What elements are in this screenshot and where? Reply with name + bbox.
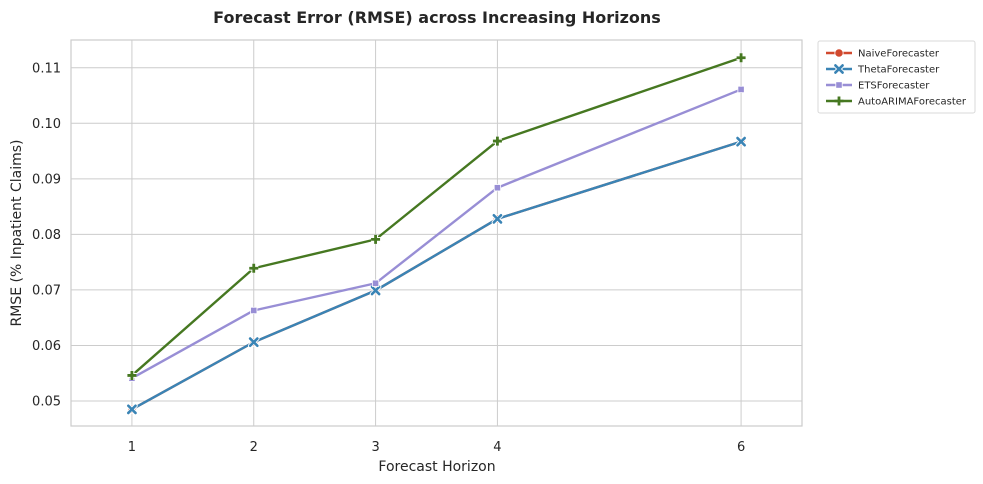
legend-label: NaiveForecaster: [858, 49, 940, 60]
y-tick-label: 0.10: [32, 117, 61, 132]
series-line: [130, 140, 743, 411]
legend-label: ETSForecaster: [858, 81, 930, 92]
plot-frame: [70, 39, 803, 427]
x-tick-label: 4: [493, 440, 501, 455]
legend-label: AutoARIMAForecaster: [858, 97, 967, 108]
y-tick-label: 0.07: [32, 283, 61, 298]
x-axis-ticks: 1 2 3 4 6: [128, 440, 745, 455]
y-tick-label: 0.08: [32, 228, 61, 243]
series-line: [130, 88, 743, 380]
chart-title: Forecast Error (RMSE) across Increasing …: [213, 8, 661, 27]
y-axis-label: RMSE (% Inpatient Claims): [9, 139, 25, 326]
data-point: [735, 135, 747, 148]
y-tick-label: 0.06: [32, 339, 61, 354]
y-axis-ticks: 0.05 0.06 0.07 0.08 0.09 0.10 0.11: [32, 61, 61, 409]
data-point: [369, 284, 382, 297]
legend-label: ThetaForecaster: [857, 65, 940, 76]
legend-marker: [834, 96, 844, 106]
data-point: [126, 403, 138, 416]
legend-item: ETSForecaster: [826, 81, 930, 92]
legend-item: ThetaForecaster: [826, 63, 940, 76]
series-ETSForecaster: [128, 85, 745, 382]
x-tick-label: 3: [371, 440, 379, 455]
data-point: [491, 213, 504, 225]
y-tick-label: 0.09: [32, 172, 61, 187]
series: [126, 53, 747, 416]
data-point: [247, 336, 260, 348]
legend-marker: [834, 48, 844, 58]
data-point: [371, 234, 381, 244]
data-point: [493, 184, 502, 192]
x-tick-label: 1: [128, 440, 136, 455]
legend-marker: [833, 63, 845, 75]
data-point: [250, 306, 258, 315]
legend-item: NaiveForecaster: [826, 48, 940, 60]
data-point: [127, 370, 137, 380]
data-point: [371, 279, 380, 287]
x-tick-label: 2: [250, 440, 258, 455]
y-tick-label: 0.11: [32, 61, 61, 76]
data-point: [492, 136, 502, 146]
x-tick-label: 6: [737, 440, 745, 455]
grid: [71, 40, 802, 426]
series-AutoARIMAForecaster: [127, 53, 746, 380]
series-ThetaForecaster: [126, 135, 747, 416]
data-point: [737, 85, 745, 94]
series-line: [130, 140, 743, 411]
x-axis-label: Forecast Horizon: [378, 459, 495, 475]
data-point: [249, 263, 259, 273]
legend: NaiveForecaster ThetaForecaster ETSForecas…: [817, 40, 976, 114]
legend-item: AutoARIMAForecaster: [826, 96, 967, 108]
legend-box: [817, 40, 976, 114]
legend-marker: [835, 81, 843, 89]
y-tick-label: 0.05: [32, 395, 61, 410]
data-point: [736, 53, 746, 63]
